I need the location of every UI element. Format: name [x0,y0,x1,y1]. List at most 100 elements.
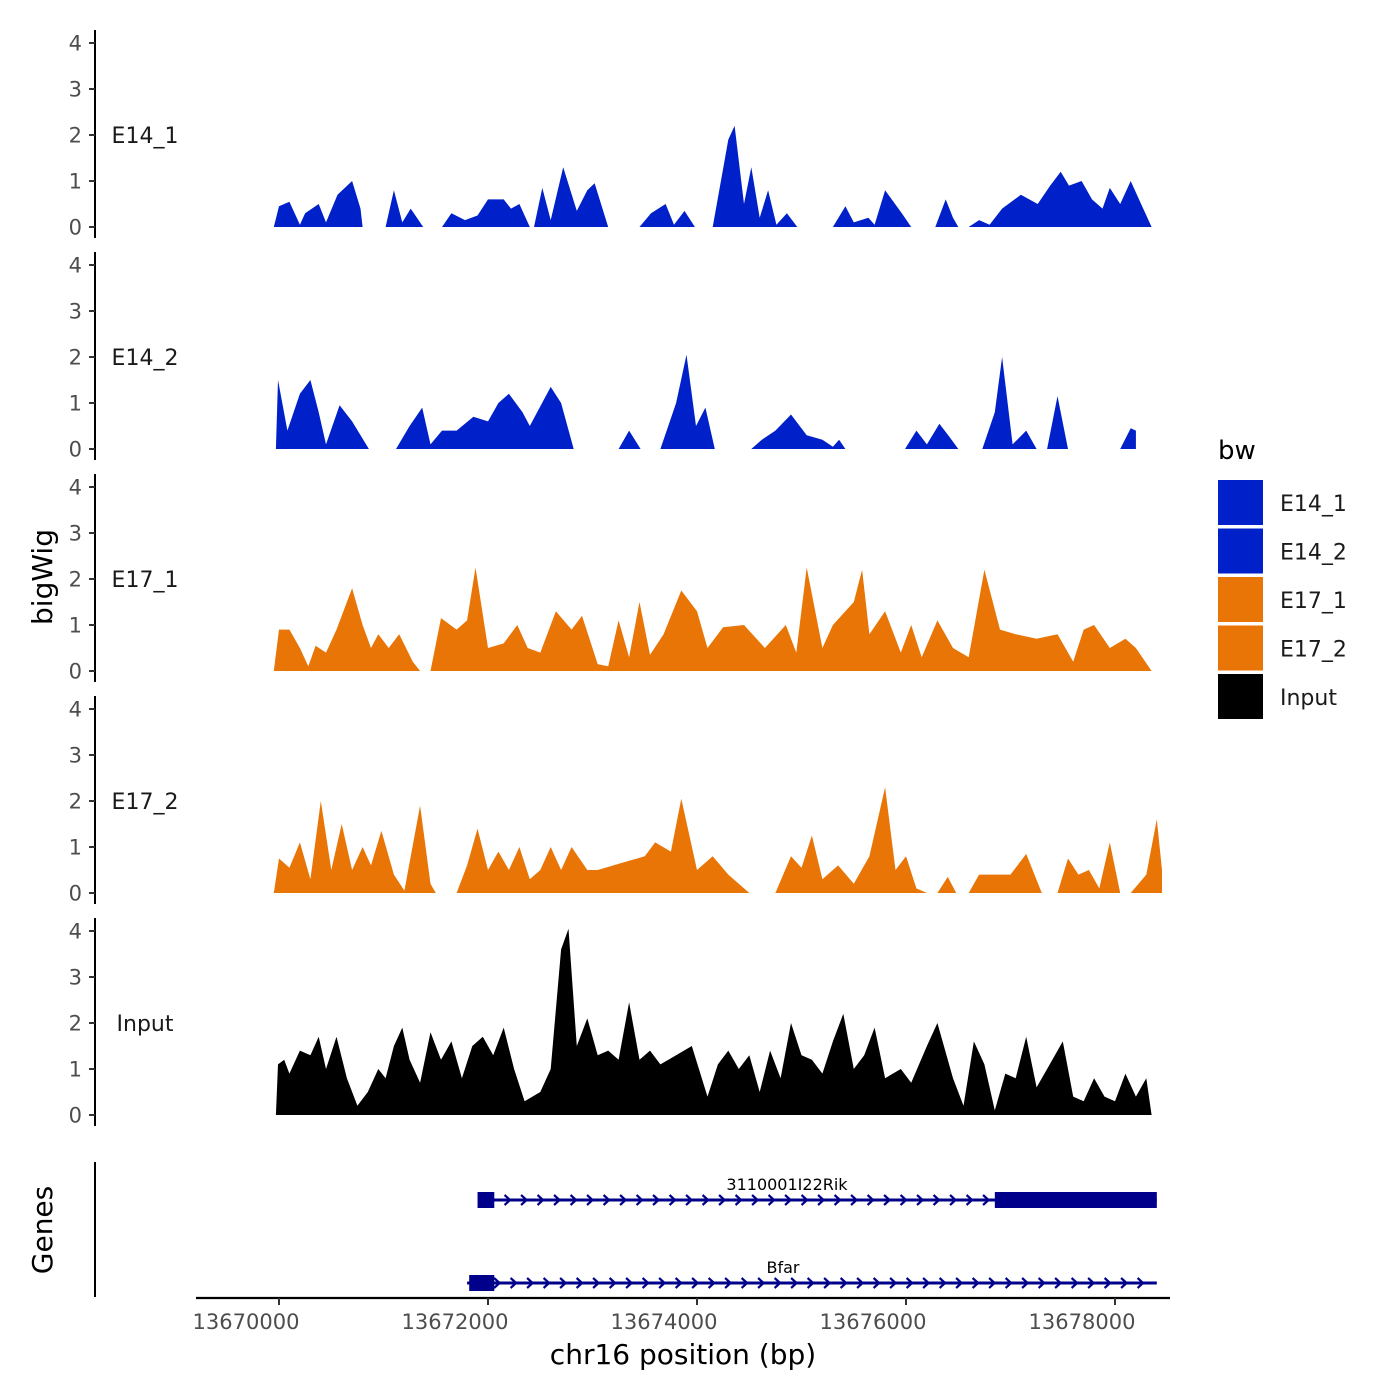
strand-arrow [949,1194,958,1206]
genes-track: Genes 3110001I22Rik Bfar [26,1162,1157,1297]
strand-arrow [850,1194,859,1206]
strand-arrow [817,1194,826,1206]
strand-arrow [592,1277,601,1289]
y-tick-label: 3 [69,300,82,324]
legend-title: bw [1218,436,1256,466]
strand-arrow [674,1277,683,1289]
track-label: E17_1 [112,568,179,593]
strand-arrow [509,1277,518,1289]
strand-arrow [707,1277,716,1289]
strand-arrow [932,1194,941,1206]
signal-area-E14_2 [396,386,574,449]
y-tick-label: 2 [69,568,82,592]
x-tick-label: 13672000 [402,1310,509,1334]
strand-arrow [526,1277,535,1289]
strand-arrow [1004,1277,1013,1289]
y-tick-label: 4 [69,920,82,944]
strand-arrow [965,1194,974,1206]
strand-arrow [790,1277,799,1289]
signal-area-E17_2 [968,853,1042,893]
y-tick-label: 2 [69,346,82,370]
strand-arrow [635,1194,644,1206]
track-Input: 0 1 2 3 4 Input [69,918,1152,1128]
signal-area-E17_2 [937,876,957,893]
strand-arrow [955,1277,964,1289]
strand-arrow [542,1277,551,1289]
signal-area-E17_2 [775,787,927,893]
strand-arrow [856,1277,865,1289]
y-tick-label: 4 [69,32,82,56]
signal-area-E14_1 [442,199,530,227]
y-tick-label: 4 [69,698,82,722]
signal-area-E14_2 [982,357,1037,449]
legend-label: Input [1280,686,1337,711]
y-tick-label: 1 [69,614,82,638]
strand-arrow [553,1194,562,1206]
strand-arrow [889,1277,898,1289]
legend: bw E14_1 E14_2 E17_1 E17_2 Input [1218,436,1347,719]
track-E17_1: 0 1 2 3 4 E17_1 [69,474,1152,684]
strand-arrow [658,1277,667,1289]
strand-arrow [767,1194,776,1206]
strand-arrow [1087,1277,1096,1289]
legend-label: E17_1 [1280,589,1347,614]
signal-area-E14_2 [1120,428,1136,449]
signal-area-E14_1 [832,190,912,227]
y-tick-label: 0 [69,216,82,240]
strand-arrow [839,1277,848,1289]
strand-arrow [685,1194,694,1206]
strand-arrow [625,1277,634,1289]
signal-area-E14_2 [618,430,641,449]
strand-arrow [757,1277,766,1289]
strand-arrow [724,1277,733,1289]
gene-Bfar: Bfar [467,1258,1157,1291]
strand-arrow [1070,1277,1079,1289]
strand-arrow [833,1194,842,1206]
signal-area-E17_2 [456,798,750,893]
y-tick-label: 2 [69,124,82,148]
y-tick-label: 3 [69,744,82,768]
y-axis-title: bigWig [26,529,59,625]
legend-swatch [1218,625,1263,671]
y-tick-label: 3 [69,522,82,546]
track-panels: 0 1 2 3 4 E14_1 0 1 2 3 4 E14_2 0 1 2 3 4 E17_1 0 1 2 3 4 E17_2… [69,30,1162,1128]
strand-arrow [586,1194,595,1206]
strand-arrow [982,1194,991,1206]
strand-arrow [1103,1277,1112,1289]
gene-exon [994,1192,1157,1208]
signal-area-E14_1 [639,204,695,227]
strand-arrow [520,1194,529,1206]
strand-arrow [773,1277,782,1289]
strand-arrow [800,1194,809,1206]
strand-arrow [938,1277,947,1289]
strand-arrow [872,1277,881,1289]
gene-exon [469,1275,495,1291]
strand-arrow [1021,1277,1030,1289]
strand-arrow [751,1194,760,1206]
strand-arrow [734,1194,743,1206]
strand-arrow [559,1277,568,1289]
y-tick-label: 0 [69,660,82,684]
strand-arrow [823,1277,832,1289]
strand-arrow [806,1277,815,1289]
signal-area-E14_1 [935,199,959,227]
signal-area-E14_1 [712,125,798,227]
strand-arrow [1054,1277,1063,1289]
signal-area-E14_2 [660,354,715,449]
strand-arrow [1136,1277,1145,1289]
y-tick-label: 2 [69,790,82,814]
legend-swatch [1218,577,1263,622]
gene-label: Bfar [767,1258,800,1277]
strand-arrow [691,1277,700,1289]
y-tick-label: 4 [69,254,82,278]
track-label: E14_2 [112,346,179,371]
strand-arrow [493,1277,502,1289]
x-tick-label: 13678000 [1029,1310,1136,1334]
legend-swatch [1218,480,1263,525]
signal-area-E17_2 [1057,842,1121,893]
strand-arrow [608,1277,617,1289]
track-E17_2: 0 1 2 3 4 E17_2 [69,696,1162,906]
y-tick-label: 1 [69,1058,82,1082]
signal-area-E14_1 [273,181,363,227]
